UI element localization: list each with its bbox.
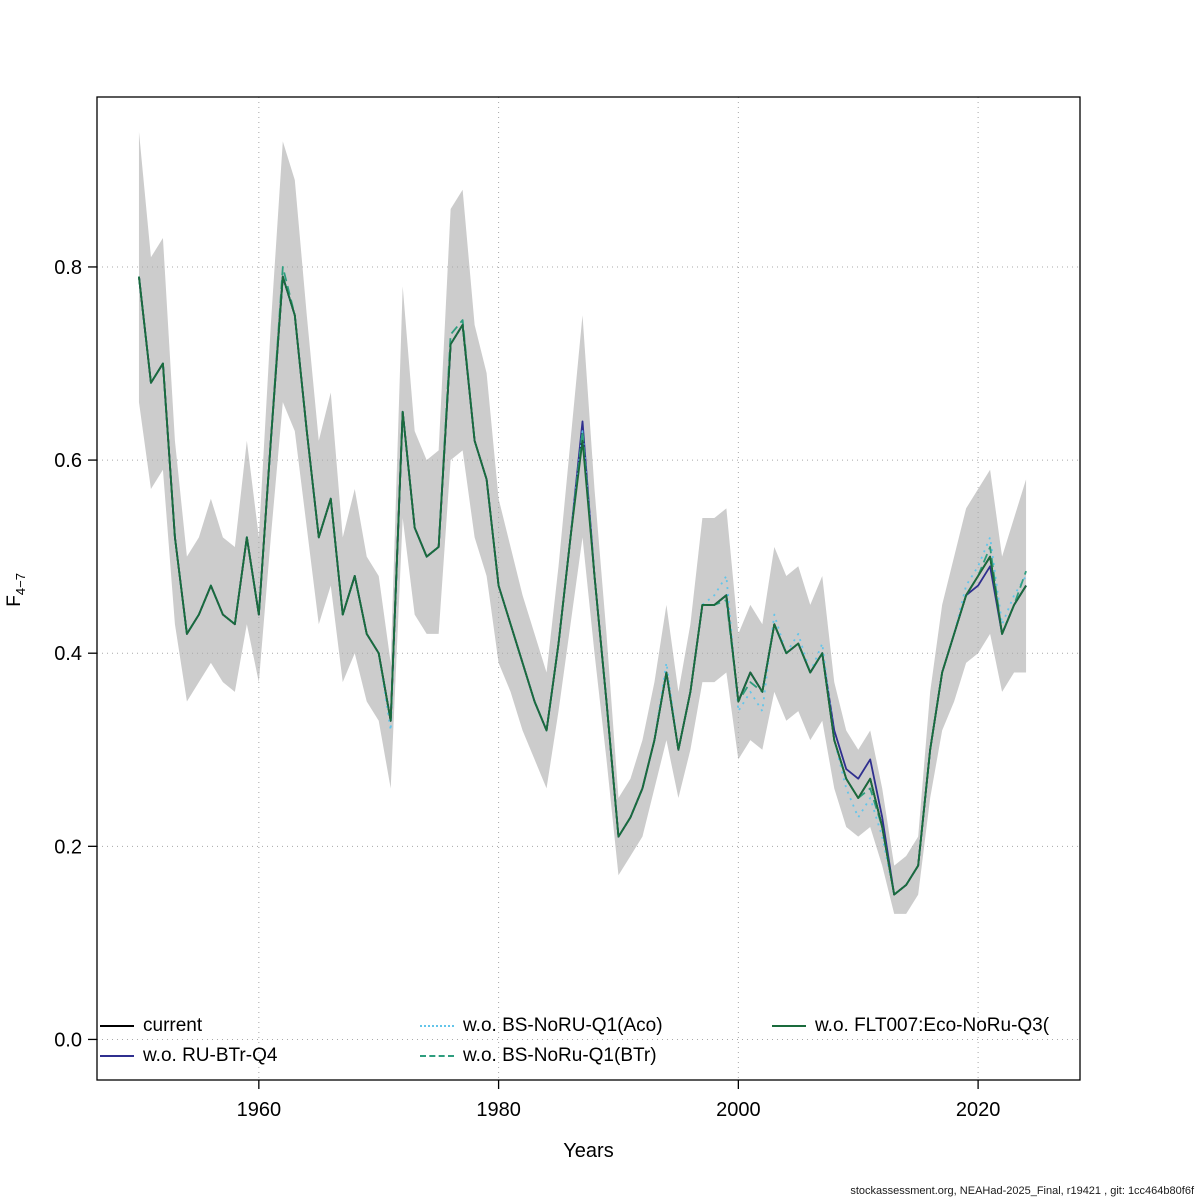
plot-border xyxy=(96,96,1081,1081)
legend-column-3: w.o. FLT007:Eco-NoRu-Q3( xyxy=(772,1012,1049,1039)
y-tick-label: 0.0 xyxy=(54,1029,82,1051)
confidence-band xyxy=(138,131,1027,914)
y-tick-label: 0.4 xyxy=(54,643,82,665)
legend-line-bs-noru-q1-aco xyxy=(420,1024,454,1027)
y-axis-label: F4−7 xyxy=(4,530,28,650)
legend-label-bs-noru-q1-aco: w.o. BS-NoRU-Q1(Aco) xyxy=(463,1014,663,1036)
y-axis-label-sub: 4−7 xyxy=(12,573,28,596)
series-line-4 xyxy=(138,275,1027,896)
legend-line-bs-noru-q1-btr xyxy=(420,1054,454,1057)
legend-item-current: current xyxy=(100,1012,277,1039)
legend-line-ru-btr-q4 xyxy=(100,1054,134,1057)
y-tick-label: 0.6 xyxy=(54,450,82,472)
legend-item-bs-noru-q1-btr: w.o. BS-NoRu-Q1(BTr) xyxy=(420,1042,663,1069)
y-tick-label: 0.2 xyxy=(54,836,82,858)
legend-column-2: w.o. BS-NoRU-Q1(Aco) w.o. BS-NoRu-Q1(BTr… xyxy=(420,1012,663,1069)
y-tick-label: 0.8 xyxy=(54,257,82,279)
legend-line-current xyxy=(100,1024,134,1027)
legend-label-flt007: w.o. FLT007:Eco-NoRu-Q3( xyxy=(815,1014,1050,1036)
legend-label-bs-noru-q1-btr: w.o. BS-NoRu-Q1(BTr) xyxy=(463,1044,657,1066)
legend-item-flt007: w.o. FLT007:Eco-NoRu-Q3( xyxy=(772,1012,1049,1039)
legend-item-bs-noru-q1-aco: w.o. BS-NoRU-Q1(Aco) xyxy=(420,1012,663,1039)
footer-source-note: stockassessment.org, NEAHad-2025_Final, … xyxy=(850,1185,1194,1197)
legend-label-ru-btr-q4: w.o. RU-BTr-Q4 xyxy=(143,1044,278,1066)
legend-column-1: current w.o. RU-BTr-Q4 xyxy=(100,1012,277,1069)
y-axis-label-main: F xyxy=(4,595,26,607)
legend-label-current: current xyxy=(143,1014,203,1036)
legend-item-ru-btr-q4: w.o. RU-BTr-Q4 xyxy=(100,1042,277,1069)
x-tick-label: 2020 xyxy=(956,1099,1001,1121)
x-tick-label: 1960 xyxy=(237,1099,282,1121)
series-line-2 xyxy=(138,275,1027,896)
x-tick-label: 1980 xyxy=(476,1099,521,1121)
legend-line-flt007 xyxy=(772,1024,806,1027)
x-tick-label: 2000 xyxy=(716,1099,761,1121)
x-axis-label: Years xyxy=(563,1140,614,1162)
